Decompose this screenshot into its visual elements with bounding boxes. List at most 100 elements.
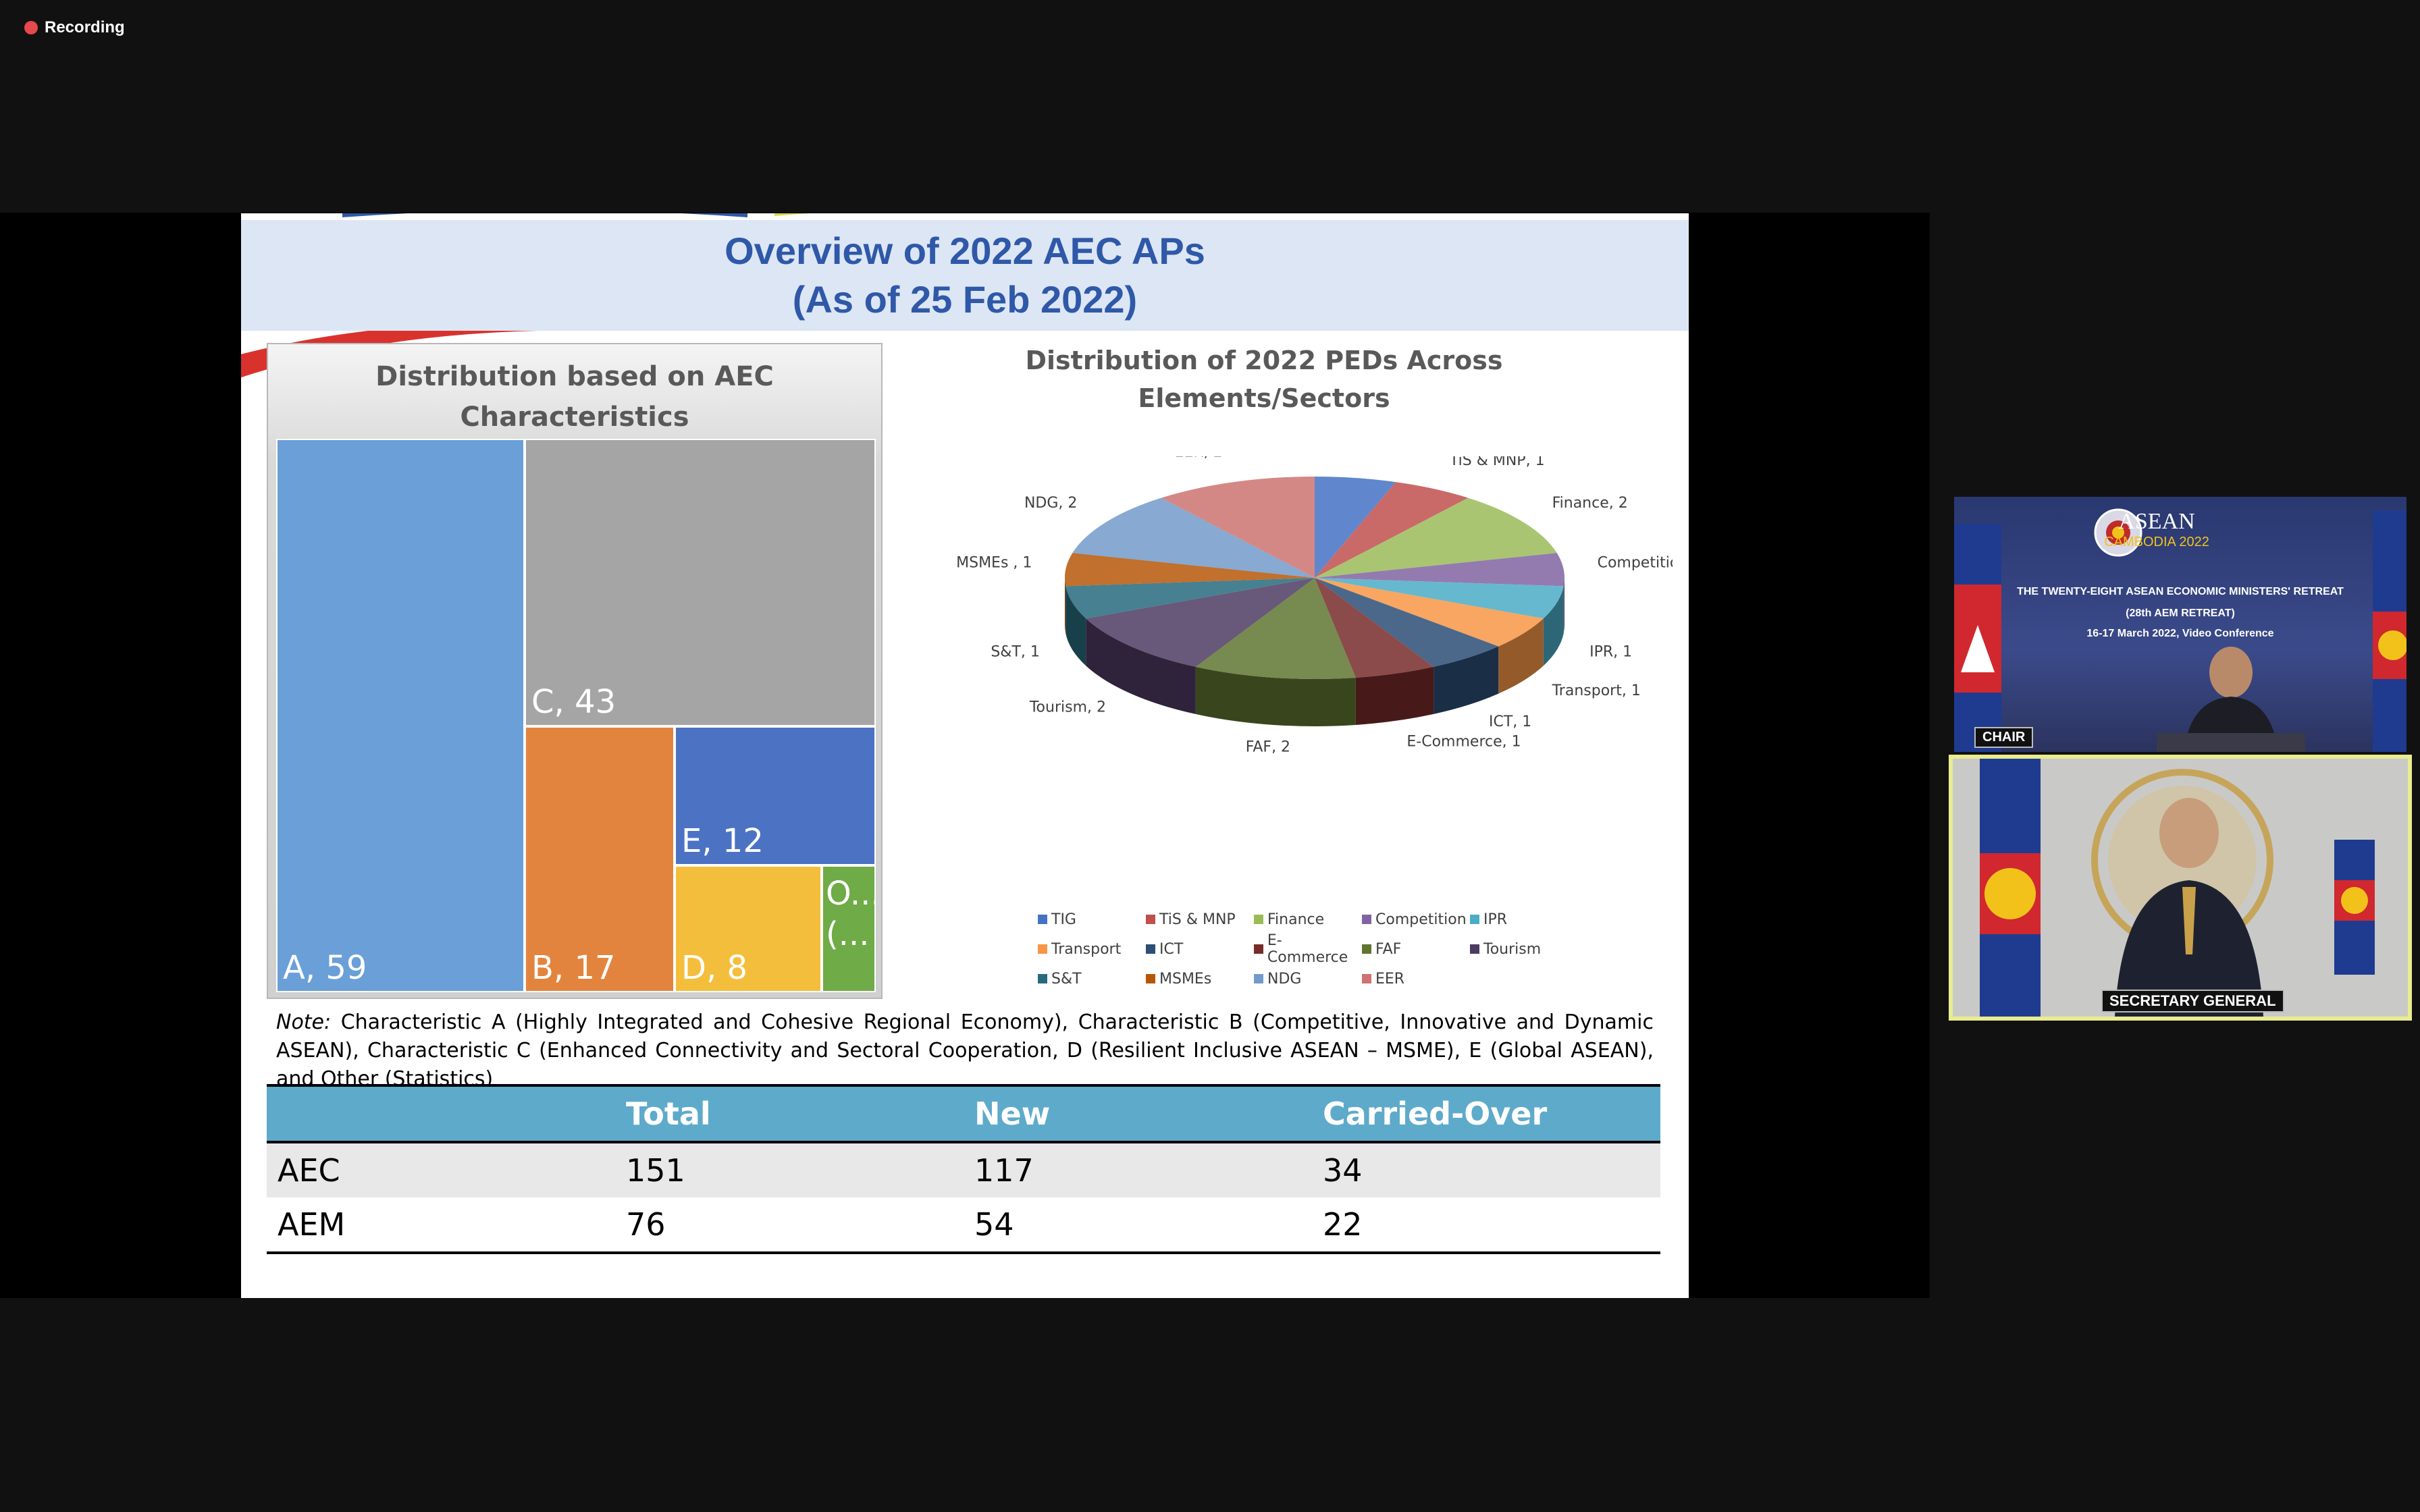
pie-slice-ICT — [1315, 578, 1499, 667]
table-row: AEC 151 117 34 — [267, 1143, 1660, 1197]
pie-slice-MSMEs — [1065, 553, 1315, 587]
legend-swatch — [1038, 974, 1047, 983]
pie-data-label: Competition, 1 — [1598, 554, 1673, 571]
pie-slice-Tourism — [1086, 578, 1315, 667]
asean-flag-left-icon — [1980, 759, 2041, 1017]
legend-swatch — [1038, 915, 1047, 924]
pie-slice-side-Transport — [1498, 618, 1544, 694]
pie-slice-EER — [1161, 477, 1315, 578]
asean-emblem-icon — [2094, 508, 2142, 557]
legend-item: Finance — [1254, 911, 1362, 928]
characteristics-note: Note: Characteristic A (Highly Integrate… — [276, 1008, 1654, 1094]
pie-slice-E-Commerce — [1315, 578, 1434, 678]
table-header-total: Total — [626, 1096, 711, 1132]
pie-slice-Competition — [1315, 553, 1564, 587]
pie-slice-TIG — [1315, 477, 1396, 578]
chair-banner-sub: CAMBODIA 2022 — [2104, 535, 2209, 549]
pie-data-label: TiS & MNP, 1 — [1449, 456, 1545, 469]
legend-swatch — [1362, 944, 1371, 954]
legend-label: TiS & MNP — [1159, 911, 1236, 928]
treemap-tile-d: D, 8 — [675, 865, 822, 992]
legend-row: TIG TiS & MNP Finance Competition IPR — [1038, 905, 1646, 934]
treemap-label-c: C, 43 — [531, 683, 616, 721]
pie-data-label: E-Commerce, 1 — [1406, 734, 1521, 751]
legend-label: S&T — [1051, 970, 1082, 988]
treemap-tile-a: A, 59 — [276, 439, 525, 992]
pie-data-label: IPR, 1 — [1589, 644, 1632, 661]
presentation-slide: Overview of 2022 AEC APs (As of 25 Feb 2… — [241, 213, 1689, 1298]
pie-slice-FAF — [1195, 578, 1356, 679]
legend-label: E-Commerce — [1267, 932, 1348, 966]
pie-title: Distribution of 2022 PEDs Across Element… — [1025, 346, 1503, 413]
pie-slice-Transport — [1315, 578, 1544, 647]
pie-data-label: NDG, 2 — [1024, 495, 1077, 512]
slide-title: Overview of 2022 AEC APs (As of 25 Feb 2… — [725, 230, 1205, 321]
treemap-panel: Distribution based on AEC Characteristic… — [267, 343, 883, 999]
note-lead: Note: — [276, 1010, 332, 1034]
pie-data-label: EER, 2 — [1175, 456, 1223, 460]
pie-data-label: Transport, 1 — [1552, 682, 1641, 699]
table-cell: 151 — [626, 1152, 685, 1189]
legend-swatch — [1254, 915, 1263, 924]
legend-item: TiS & MNP — [1146, 911, 1254, 928]
legend-swatch — [1146, 974, 1155, 983]
treemap-title: Distribution based on AEC Characteristic… — [375, 361, 774, 433]
legend-label: TIG — [1051, 911, 1076, 928]
pie-slice-NDG — [1072, 497, 1315, 578]
pie-legend: TIG TiS & MNP Finance Competition IPR Transpo… — [1038, 905, 1646, 994]
pie-slice-side-Tourism — [1086, 618, 1196, 714]
legend-swatch — [1470, 915, 1479, 924]
treemap-tile-b: B, 17 — [525, 726, 675, 992]
treemap-tile-other: O... (... — [822, 865, 876, 992]
pie-slice-IPR — [1315, 578, 1564, 619]
table-cell: 76 — [626, 1206, 666, 1243]
legend-row: S&T MSMEs NDG EER — [1038, 964, 1646, 994]
treemap-chart: A, 59 C, 43 B, 17 E, 12 D, 8 O... (... — [276, 439, 876, 992]
recording-dot-icon — [24, 21, 38, 34]
note-text: Characteristic A (Highly Integrated and … — [276, 1010, 1654, 1091]
legend-swatch — [1254, 944, 1263, 954]
treemap-tile-c: C, 43 — [525, 439, 876, 726]
treemap-label-e: E, 12 — [681, 822, 764, 860]
pie-slice-side-FAF — [1195, 666, 1356, 726]
table-row: AEM 76 54 22 — [267, 1197, 1660, 1251]
chair-banner-title: ASEAN — [2118, 509, 2195, 534]
legend-item: E-Commerce — [1254, 932, 1362, 966]
legend-item: S&T — [1038, 971, 1146, 988]
pie-data-label: S&T, 1 — [991, 644, 1040, 661]
pie-data-label: Tourism, 2 — [1029, 699, 1106, 716]
legend-swatch — [1470, 944, 1479, 954]
pie-slice-side-IPR — [1543, 586, 1564, 666]
pie-slice-Finance — [1315, 497, 1557, 578]
table-cell: 117 — [974, 1152, 1034, 1189]
treemap-label-other: O... (... — [826, 875, 876, 953]
legend-label: EER — [1375, 970, 1405, 988]
table-header-carried-over: Carried-Over — [1323, 1096, 1548, 1132]
pie-data-label: Finance, 2 — [1552, 495, 1628, 512]
flag-right-icon — [2373, 510, 2406, 752]
treemap-label-d: D, 8 — [681, 949, 748, 987]
legend-item: Transport — [1038, 941, 1146, 958]
legend-swatch — [1254, 974, 1263, 983]
table-cell: AEM — [278, 1206, 346, 1243]
legend-label: IPR — [1483, 911, 1508, 928]
video-tile-secretary-general[interactable]: SECRETARY GENERAL — [1949, 755, 2412, 1021]
legend-item: EER — [1362, 971, 1470, 988]
table-cell: 22 — [1323, 1206, 1363, 1243]
table-header-new: New — [974, 1096, 1051, 1132]
sg-participant-figure — [2115, 798, 2263, 1017]
pie-slice-side-S&T — [1066, 586, 1086, 666]
legend-item: MSMEs — [1146, 971, 1254, 988]
table-header-row: Total New Carried-Over — [267, 1087, 1660, 1143]
video-tile-chair[interactable]: ASEAN CAMBODIA 2022 THE TWENTY-EIGHT ASE… — [1954, 497, 2406, 752]
asean-flag-right-icon — [2334, 840, 2375, 975]
legend-swatch — [1146, 944, 1155, 954]
legend-swatch — [1038, 944, 1047, 954]
chair-event-line2: (28th AEM RETREAT) — [2126, 608, 2235, 619]
recording-indicator: Recording — [24, 18, 125, 38]
legend-swatch — [1362, 915, 1371, 924]
chair-participant-figure — [2157, 647, 2305, 752]
treemap-label-a: A, 59 — [283, 949, 367, 987]
chair-event-line3: 16-17 March 2022, Video Conference — [2086, 628, 2274, 639]
